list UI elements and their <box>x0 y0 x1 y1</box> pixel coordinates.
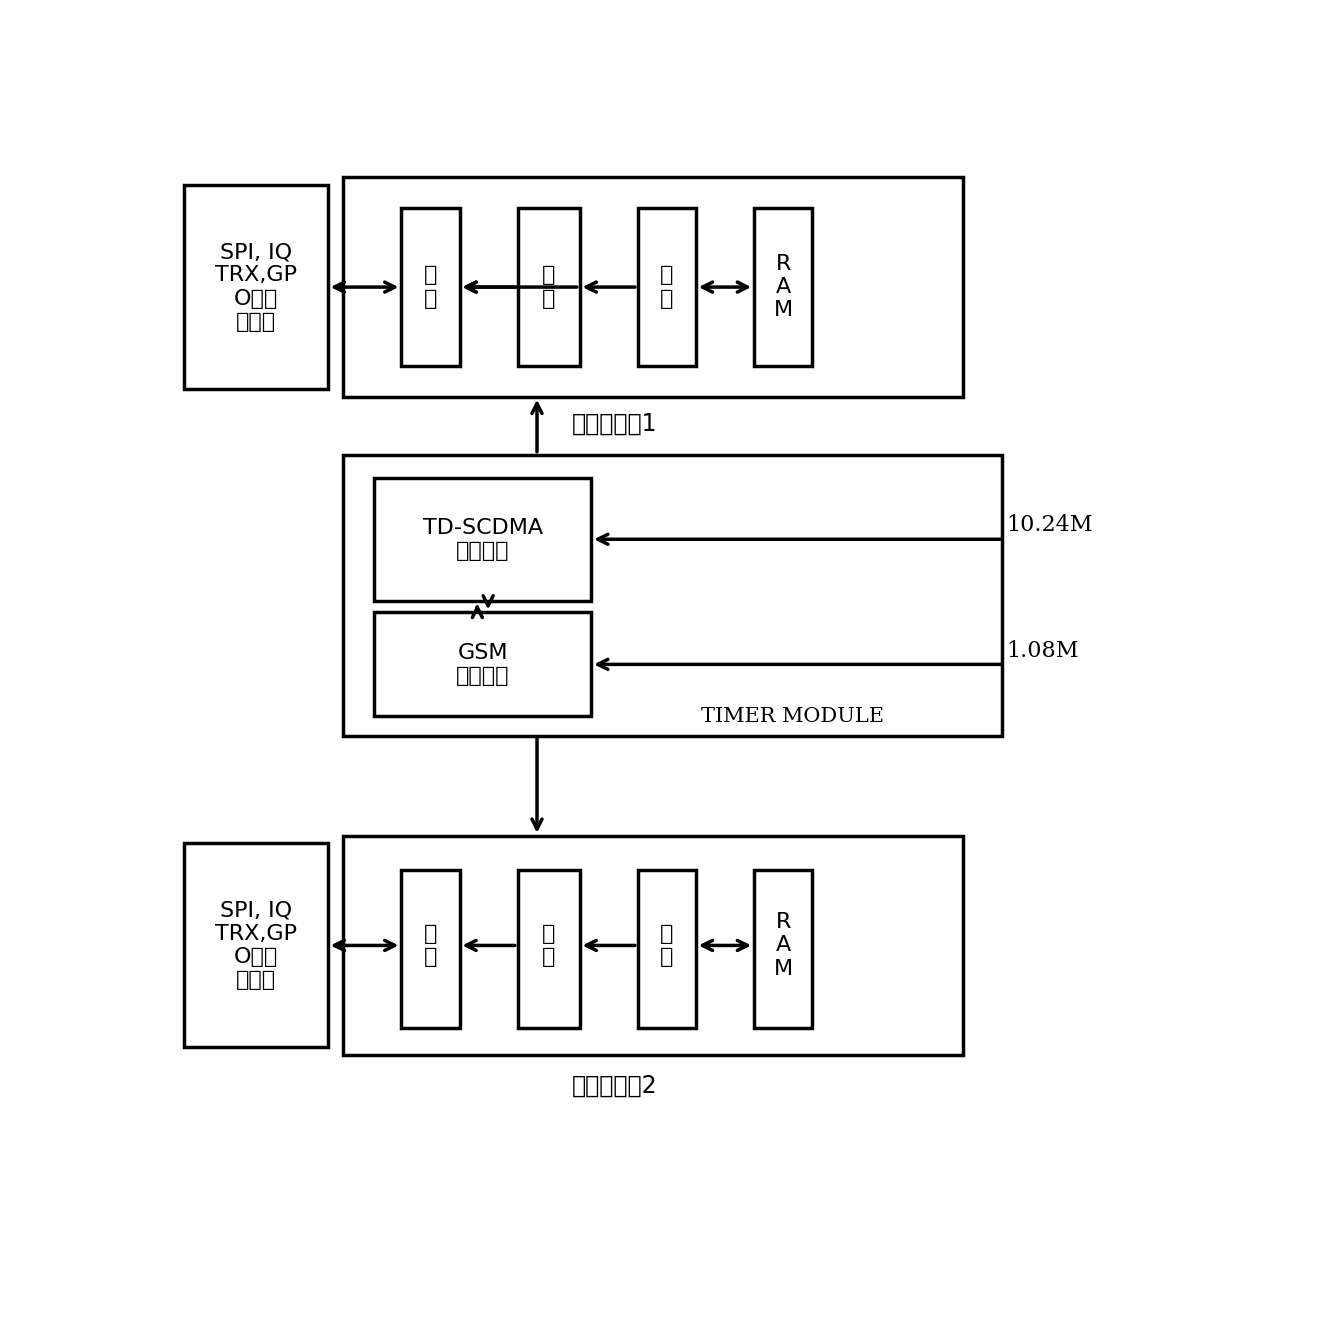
Text: 取
指: 取 指 <box>660 924 673 967</box>
Text: 取
指: 取 指 <box>660 266 673 308</box>
Text: TIMER MODULE: TIMER MODULE <box>701 707 884 726</box>
Bar <box>375 613 591 716</box>
Bar <box>638 870 696 1029</box>
Text: 执
行: 执 行 <box>424 266 437 308</box>
Text: 译
码: 译 码 <box>543 266 556 308</box>
Text: SPI, IQ
TRX,GP
O等功
能模块: SPI, IQ TRX,GP O等功 能模块 <box>215 900 297 990</box>
Bar <box>343 454 1002 736</box>
Text: SPI, IQ
TRX,GP
O等功
能模块: SPI, IQ TRX,GP O等功 能模块 <box>215 242 297 332</box>
Bar <box>401 870 459 1029</box>
Bar <box>754 870 812 1029</box>
Text: 译
码: 译 码 <box>543 924 556 967</box>
Bar <box>185 843 327 1047</box>
Text: 事件序列器1: 事件序列器1 <box>572 412 657 436</box>
Text: 1.08M: 1.08M <box>1006 639 1078 662</box>
Text: R
A
M: R A M <box>774 254 792 320</box>
Bar <box>638 208 696 365</box>
Bar <box>754 208 812 365</box>
Text: 执
行: 执 行 <box>424 924 437 967</box>
Text: TD-SCDMA
帧定时器: TD-SCDMA 帧定时器 <box>422 518 543 561</box>
Bar <box>517 208 579 365</box>
Bar <box>185 185 327 389</box>
Text: R
A
M: R A M <box>774 912 792 978</box>
Bar <box>343 835 964 1055</box>
Bar <box>375 478 591 601</box>
Bar <box>517 870 579 1029</box>
Bar <box>401 208 459 365</box>
Text: 事件序列器2: 事件序列器2 <box>572 1074 657 1098</box>
Text: GSM
帧定时器: GSM 帧定时器 <box>455 642 510 686</box>
Bar <box>343 177 964 397</box>
Text: 10.24M: 10.24M <box>1006 515 1093 536</box>
